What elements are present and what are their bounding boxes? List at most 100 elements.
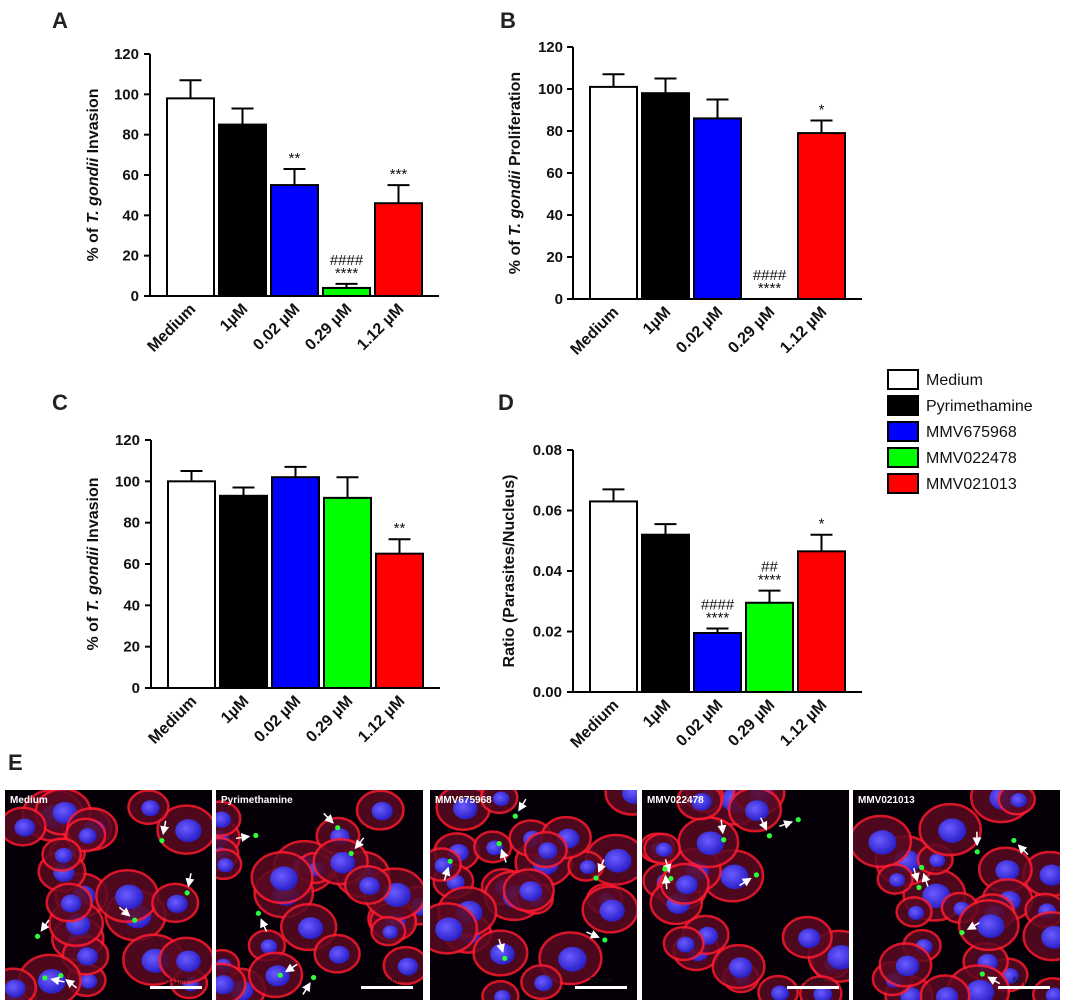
parasite-dot <box>593 875 599 881</box>
legend-swatch <box>887 369 919 390</box>
significance-label: ## <box>761 559 778 576</box>
cell-nucleus <box>175 819 202 843</box>
cell-nucleus <box>579 860 596 874</box>
significance-label: #### <box>753 267 787 284</box>
y-tick-label: 120 <box>115 432 140 449</box>
micrograph-label: Pyrimethamine <box>221 795 293 806</box>
parasite-dot <box>310 974 317 981</box>
scale-bar-label: 50 µm <box>802 976 825 985</box>
cell-nucleus <box>141 800 160 817</box>
cell-nucleus <box>995 860 1020 882</box>
x-tick-label: Medium <box>145 301 200 356</box>
x-tick-label: 0.02 µM <box>250 301 303 354</box>
arrow-icon <box>779 820 794 829</box>
cell-nucleus <box>435 917 463 942</box>
cell-nucleus <box>453 798 478 820</box>
legend-label: Pyrimethamine <box>926 398 1033 415</box>
bar-1 <box>641 533 690 694</box>
micrograph-label: MMV675968 <box>435 795 492 806</box>
panel-a-letter: A <box>52 8 68 33</box>
arrow-icon <box>284 963 298 973</box>
micrograph-label: Medium <box>10 795 48 806</box>
cell-nucleus <box>889 873 906 888</box>
cell-nucleus <box>216 811 232 828</box>
arrow-icon <box>759 817 768 831</box>
cell-nucleus <box>798 928 821 948</box>
arrow-icon <box>717 819 727 835</box>
y-axis-title: Ratio (Parasites/Nucleus) <box>501 475 518 668</box>
y-tick-label: 120 <box>538 39 563 56</box>
scale-bar-label: 50 µm <box>165 976 188 985</box>
y-tick-label: 80 <box>123 515 140 532</box>
y-tick-label: 20 <box>546 249 563 266</box>
parasite-dot <box>34 933 41 939</box>
parasite-dot <box>602 937 608 943</box>
arrow-icon <box>597 859 606 873</box>
arrow-icon <box>1017 844 1029 856</box>
y-tick-label: 0.08 <box>533 442 562 459</box>
x-tick-label: 0.02 µM <box>251 693 304 746</box>
arrow-icon <box>910 867 920 883</box>
y-tick-label: 40 <box>122 207 139 224</box>
arrow-icon <box>235 833 251 843</box>
parasite-dot <box>919 864 925 871</box>
micrograph-2: MMV675968 50 µm <box>430 790 637 1000</box>
cell-nucleus <box>696 831 724 856</box>
y-tick-label: 0 <box>132 680 140 697</box>
scale-bar <box>998 986 1050 989</box>
arrow-icon <box>739 877 752 887</box>
bar-2 <box>270 184 319 297</box>
cell-nucleus <box>1010 793 1027 808</box>
scale-bar-label: 50 µm <box>1013 976 1036 985</box>
arrow-icon <box>118 906 131 917</box>
y-tick-label: 60 <box>123 556 140 573</box>
x-tick-label: 0.29 µM <box>302 301 355 354</box>
arrow-icon <box>160 820 170 836</box>
x-tick-label: 0.29 µM <box>725 304 778 357</box>
arrow-icon <box>302 982 311 995</box>
parasite-dot <box>721 837 727 843</box>
micrograph-1: Pyrimethamine 50 µm <box>216 790 423 1000</box>
panel-a-chart: A 0 20 40 60 80 100 120 % of T. gondii Invasion… <box>52 8 439 356</box>
bar-1 <box>218 123 267 298</box>
significance-label: *** <box>390 166 408 183</box>
micrograph-4: MMV021013 50 µm <box>853 790 1060 1000</box>
legend-label: MMV675968 <box>926 424 1017 441</box>
parasite-dot <box>959 929 965 936</box>
arrow-icon <box>65 979 78 989</box>
bar-4 <box>375 552 424 690</box>
y-tick-label: 100 <box>115 473 140 490</box>
cell-nucleus <box>813 986 833 1000</box>
bar-3 <box>323 496 372 689</box>
cell-nucleus <box>166 894 188 914</box>
cell-nucleus <box>270 866 298 891</box>
scale-bar <box>787 986 839 989</box>
cell-nucleus <box>929 853 946 868</box>
arrow-icon <box>586 930 600 939</box>
x-tick-label: 0.29 µM <box>725 697 778 750</box>
bar-2 <box>693 632 742 694</box>
panel-d-chart: D 0.00 0.02 0.04 0.06 0.08 Ratio (Parasites/N… <box>498 390 862 752</box>
y-tick-label: 80 <box>122 127 139 144</box>
cell-nucleus <box>675 875 698 895</box>
arrow-icon <box>518 798 527 812</box>
bar-3 <box>322 286 371 297</box>
micrograph-strip: Medium 50 µm Pyrimethamine 50 µm MMV675968 50… <box>5 790 1060 1000</box>
parasite-dot <box>753 872 759 878</box>
y-tick-label: 0 <box>555 291 563 308</box>
cell-nucleus <box>490 943 515 965</box>
arrow-icon <box>40 919 50 932</box>
y-tick-label: 100 <box>538 81 563 98</box>
cell-nucleus <box>54 847 73 864</box>
cell-nucleus <box>935 986 959 1000</box>
cell-nucleus <box>604 848 632 873</box>
micrograph-0: Medium 50 µm <box>5 790 212 1000</box>
arrow-icon <box>185 873 195 888</box>
cell-nucleus <box>494 990 511 1000</box>
parasite-dot <box>502 955 508 961</box>
cell-nucleus <box>1041 925 1060 949</box>
cell-nucleus <box>260 939 278 954</box>
bar-3 <box>745 601 794 694</box>
y-tick-label: 0.04 <box>533 563 563 580</box>
scale-bar <box>150 986 202 989</box>
